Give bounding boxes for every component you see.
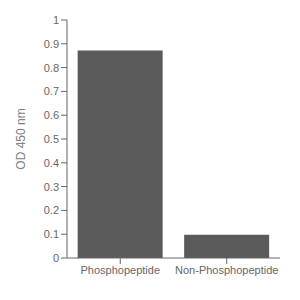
svg-text:0.2: 0.2 — [44, 204, 59, 216]
svg-text:0.6: 0.6 — [44, 109, 59, 121]
svg-text:0: 0 — [53, 252, 59, 264]
svg-text:Phosphopeptide: Phosphopeptide — [80, 264, 160, 276]
svg-text:0.4: 0.4 — [44, 157, 59, 169]
svg-text:0.5: 0.5 — [44, 133, 59, 145]
svg-text:Non-Phosphopeptide: Non-Phosphopeptide — [175, 264, 278, 276]
svg-text:0.9: 0.9 — [44, 38, 59, 50]
svg-text:1: 1 — [53, 14, 59, 26]
svg-text:0.1: 0.1 — [44, 228, 59, 240]
svg-text:0.7: 0.7 — [44, 85, 59, 97]
svg-text:0.8: 0.8 — [44, 62, 59, 74]
svg-text:OD 450 nm: OD 450 nm — [14, 108, 28, 169]
svg-text:0.3: 0.3 — [44, 181, 59, 193]
